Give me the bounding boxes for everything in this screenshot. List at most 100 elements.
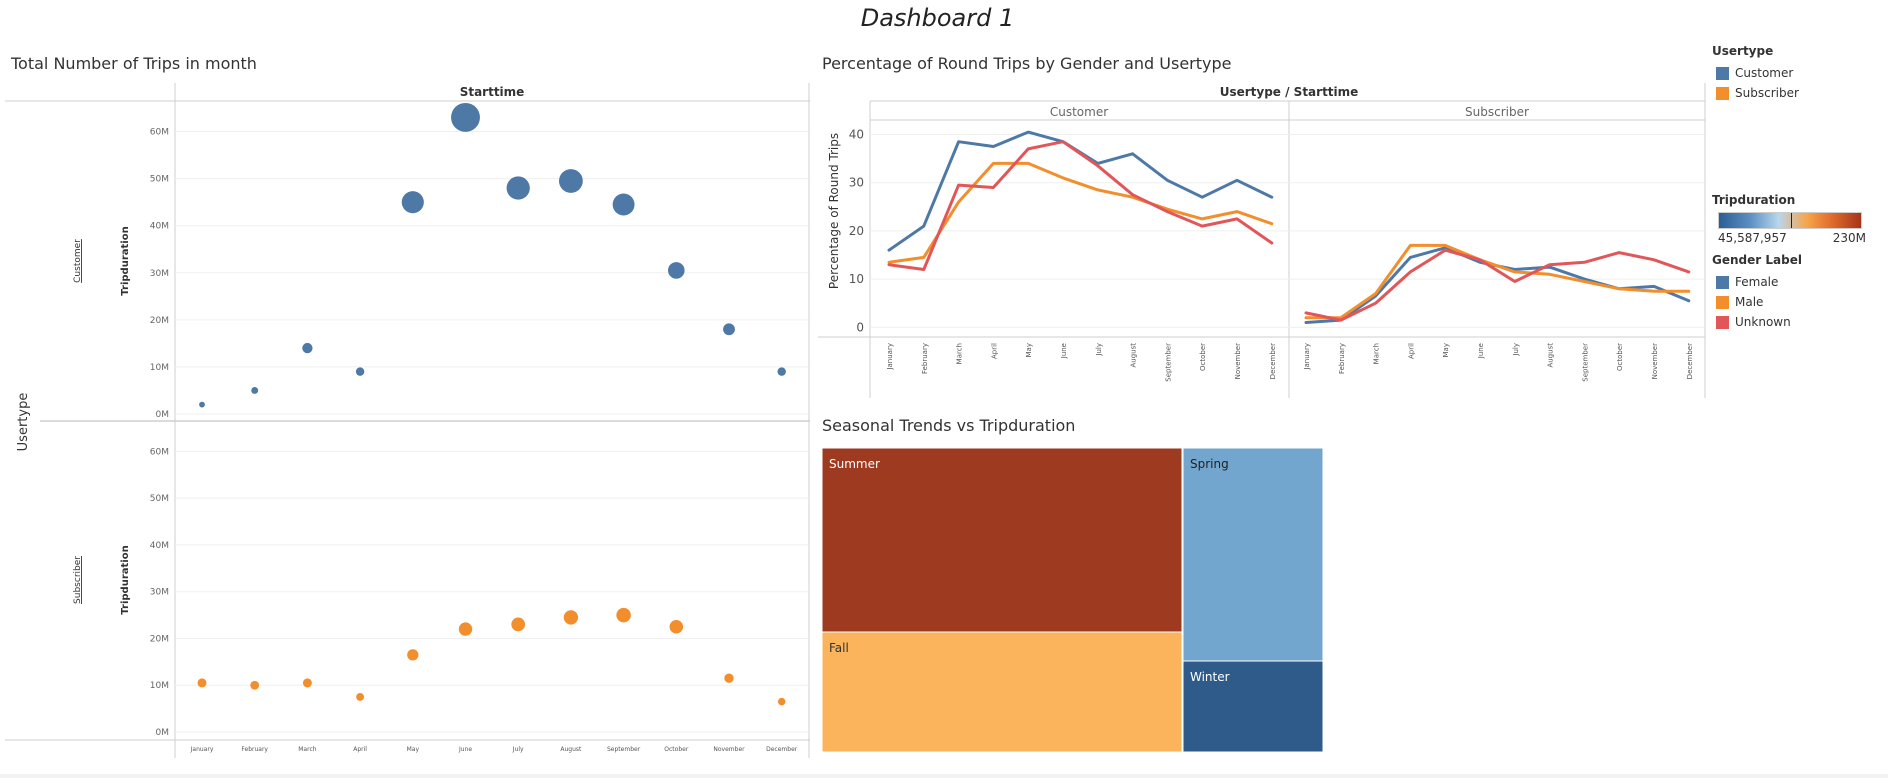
dashboard-title: Dashboard 1	[860, 4, 1015, 32]
legend-label-customer: Customer	[1735, 66, 1794, 80]
line-series-male	[1304, 243, 1691, 320]
line-x-tick-label: May	[1442, 343, 1450, 357]
treemap-chart: Seasonal Trends vs Tripduration Summer Fa…	[821, 416, 1324, 753]
legend-item-customer[interactable]: Customer	[1712, 63, 1888, 83]
scatter-panel-label: Customer	[73, 239, 83, 283]
scatter-point	[451, 102, 480, 132]
scatter-axes: 0M 10M 20M 30M 40M 50M 60M Customer Tripduration…	[73, 128, 798, 753]
scatter-y-tick-label: 50M	[150, 175, 169, 185]
scatter-x-tick-label: June	[458, 746, 472, 753]
legend-item-female[interactable]: Female	[1712, 272, 1888, 292]
line-y-tick-label: 10	[849, 272, 864, 286]
scatter-point	[355, 367, 365, 376]
scatter-y-tick-label: 10M	[150, 363, 169, 373]
line-x-tick-label: August	[1130, 343, 1138, 368]
line-x-tick-label: August	[1547, 343, 1555, 368]
scatter-x-tick-label: February	[241, 746, 268, 753]
female-swatch	[1716, 275, 1729, 289]
scatter-y-tick-label: 20M	[150, 316, 169, 326]
line-series-female	[1304, 246, 1691, 324]
scatter-x-tick-label: April	[353, 746, 367, 753]
treemap-label-summer: Summer	[829, 457, 880, 471]
scatter-x-tick-label: September	[607, 746, 641, 753]
scatter-point	[250, 680, 260, 690]
legend-label-unknown: Unknown	[1735, 315, 1791, 329]
scatter-point	[199, 401, 205, 408]
line-x-tick-label: June	[1477, 343, 1485, 359]
scatter-point	[302, 678, 312, 688]
scatter-row-field-label: Usertype	[16, 393, 31, 452]
scatter-y-tick-label: 20M	[150, 634, 169, 644]
line-x-tick-label: January	[886, 343, 894, 371]
line-x-tick-label: July	[1512, 343, 1520, 357]
treemap-label-winter: Winter	[1190, 670, 1230, 684]
legend-label-male: Male	[1735, 295, 1764, 309]
scatter-point	[302, 342, 313, 354]
legend-item-unknown[interactable]: Unknown	[1712, 312, 1888, 332]
customer-swatch	[1716, 66, 1729, 80]
tripduration-legend-title: Tripduration	[1712, 193, 1796, 207]
line-axes: 0 10 20 30 40 Customer January February March Apr…	[849, 105, 1694, 382]
treemap-marks: Summer Fall Spring Winter	[821, 447, 1324, 753]
line-x-tick-label: October	[1199, 343, 1207, 371]
scatter-y-tick-label: 60M	[150, 128, 169, 138]
treemap-cell-spring	[1182, 447, 1324, 662]
line-y-axis-label: Percentage of Round Trips	[827, 133, 841, 289]
scatter-point	[251, 387, 259, 394]
scatter-point	[669, 619, 684, 634]
scatter-point	[777, 697, 786, 706]
scatter-column-header: Starttime	[460, 85, 525, 99]
line-x-tick-label: April	[1407, 343, 1415, 359]
scatter-chart: Total Number of Trips in month Starttime…	[5, 54, 810, 758]
treemap-cell-fall	[821, 631, 1183, 753]
line-series-female	[887, 130, 1274, 252]
scatter-point	[563, 610, 579, 625]
line-marks	[887, 130, 1691, 324]
tripduration-color-ramp	[1718, 212, 1862, 229]
scatter-y-tick-label: 40M	[150, 222, 169, 232]
line-x-tick-label: March	[956, 343, 964, 364]
legend-item-male[interactable]: Male	[1712, 292, 1888, 312]
line-x-tick-label: September	[1164, 343, 1172, 382]
line-x-tick-label: January	[1303, 343, 1311, 371]
scatter-x-tick-label: December	[766, 746, 798, 753]
scatter-y-tick-label: 30M	[150, 269, 169, 279]
line-x-tick-label: May	[1025, 343, 1033, 357]
scatter-point	[616, 607, 631, 623]
usertype-legend-title: Usertype	[1712, 44, 1774, 58]
scatter-point	[401, 191, 424, 214]
scatter-x-tick-label: August	[560, 746, 582, 753]
scatter-x-tick-label: May	[407, 746, 420, 753]
line-series-unknown	[887, 140, 1274, 271]
ramp-min-label: 45,587,957	[1718, 231, 1787, 245]
treemap-label-fall: Fall	[829, 641, 849, 655]
treemap-label-spring: Spring	[1190, 457, 1229, 471]
subscriber-swatch	[1716, 86, 1729, 100]
ramp-marker	[1791, 213, 1792, 228]
scatter-point	[506, 176, 530, 200]
scatter-point	[612, 193, 635, 216]
legend-panel: Usertype Customer Subscriber Tripduratio…	[1712, 44, 1888, 350]
line-x-tick-label: October	[1616, 343, 1624, 371]
unknown-swatch	[1716, 315, 1729, 329]
usertype-legend: Usertype Customer Subscriber	[1712, 44, 1888, 103]
line-y-tick-label: 0	[856, 320, 864, 334]
line-x-tick-label: July	[1095, 343, 1103, 357]
legend-label-female: Female	[1735, 275, 1779, 289]
scatter-x-tick-label: July	[512, 746, 524, 753]
line-chart: Percentage of Round Trips by Gender and …	[818, 54, 1706, 398]
gender-legend-title: Gender Label	[1712, 253, 1802, 267]
scatter-y-tick-label: 50M	[150, 494, 169, 504]
line-series-unknown	[1304, 248, 1691, 322]
line-x-tick-label: November	[1651, 343, 1659, 380]
scatter-y-tick-label: 0M	[156, 410, 170, 420]
scatter-point	[723, 323, 735, 336]
legend-item-subscriber[interactable]: Subscriber	[1712, 83, 1888, 103]
line-x-tick-label: December	[1269, 343, 1277, 379]
male-swatch	[1716, 295, 1729, 309]
line-y-tick-label: 30	[849, 176, 864, 190]
line-x-tick-label: March	[1373, 343, 1381, 364]
line-panel-label: Customer	[1050, 105, 1108, 119]
line-x-tick-label: June	[1060, 343, 1068, 359]
scatter-point	[458, 622, 473, 636]
